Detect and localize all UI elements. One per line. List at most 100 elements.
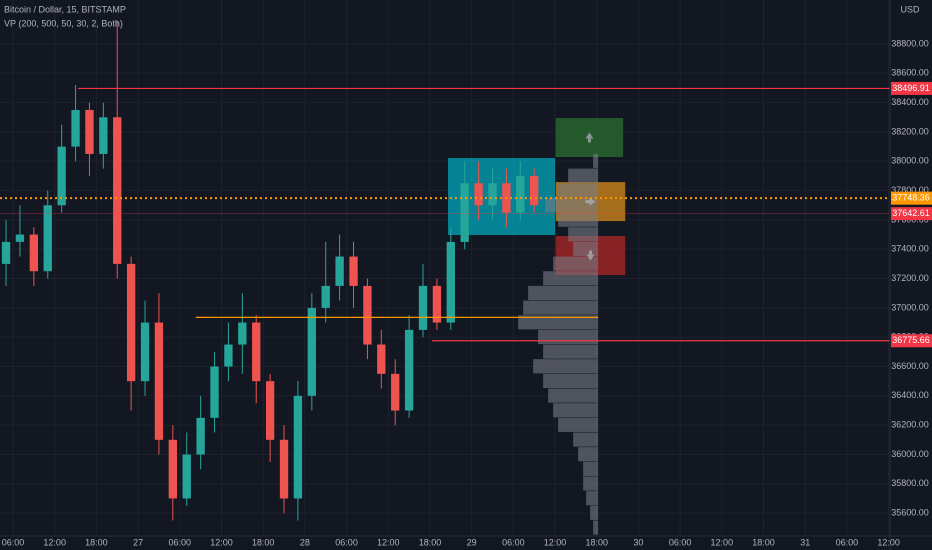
candle-body [488, 183, 497, 206]
candle-body [279, 439, 289, 499]
y-tick-label: 38800.00 [891, 38, 929, 48]
y-tick-label: 35600.00 [891, 508, 929, 518]
volume-profile-bar [568, 168, 599, 183]
candle-body [293, 395, 303, 499]
volume-profile-bar [593, 153, 599, 169]
x-tick-label: 18:00 [585, 537, 608, 547]
y-tick-label: 38000.00 [891, 156, 929, 166]
volume-profile-bar [558, 183, 599, 198]
volume-profile-bar [553, 256, 599, 271]
x-tick-label: 06:00 [335, 537, 358, 547]
candle-body [182, 454, 191, 499]
chart-title: Bitcoin / Dollar, 15, BITSTAMP [4, 4, 126, 14]
volume-profile-bar [568, 227, 599, 242]
candle-body [321, 285, 330, 308]
x-tick-label: 12:00 [210, 537, 233, 547]
zone-icon [585, 132, 594, 143]
candle-body [391, 373, 400, 411]
y-tick-label: 35800.00 [891, 478, 929, 488]
candle-body [168, 439, 177, 499]
x-tick-label: 18:00 [85, 537, 108, 547]
candle-body [154, 322, 164, 440]
volume-profile-bar [543, 271, 599, 286]
volume-profile-bar [558, 212, 599, 227]
price-label: 37748.36 [892, 193, 930, 203]
candle-body [516, 175, 525, 213]
candle-body [363, 285, 372, 345]
candle-body [113, 117, 122, 264]
candle-body [377, 344, 386, 374]
volume-profile-bar [528, 285, 599, 301]
y-tick-label: 36200.00 [891, 420, 929, 430]
candle-body [29, 234, 39, 272]
volume-profile-bar [578, 447, 599, 462]
candle-body [1, 241, 11, 264]
x-tick-label: 12:00 [377, 537, 400, 547]
volume-profile-bar [548, 388, 599, 403]
volume-profile-bar [538, 329, 599, 345]
price-label: 36775.66 [892, 335, 930, 345]
x-tick-label: 29 [467, 537, 477, 547]
candle-body [307, 307, 316, 396]
candle-body [43, 205, 52, 272]
candle-body [474, 183, 483, 206]
candle-body [418, 285, 428, 330]
volume-profile-bar [573, 432, 599, 447]
x-tick-label: 12:00 [877, 537, 900, 547]
candle-body [15, 234, 25, 242]
y-tick-label: 37000.00 [891, 302, 929, 312]
candle-body [196, 417, 205, 455]
y-tick-label: 36000.00 [891, 449, 929, 459]
x-tick-label: 06:00 [2, 537, 25, 547]
y-tick-label: 37400.00 [891, 244, 929, 254]
volume-profile-bar [573, 241, 599, 257]
x-tick-label: 12:00 [711, 537, 734, 547]
y-tick-label: 38400.00 [891, 97, 929, 107]
candle-body [404, 329, 414, 411]
y-tick-label: 36400.00 [891, 390, 929, 400]
candle-body [140, 322, 150, 382]
price-label-box [891, 81, 932, 95]
volume-profile-bar [583, 476, 599, 491]
x-tick-label: 06:00 [669, 537, 692, 547]
volume-profile-bar [558, 417, 599, 432]
price-label-box [891, 207, 932, 221]
x-tick-label: 28 [300, 537, 310, 547]
volume-profile-bar [583, 461, 599, 476]
volume-profile-bar [586, 491, 599, 506]
volume-profile-bar [533, 359, 599, 374]
candle-body [210, 366, 219, 418]
candle-body [252, 322, 261, 382]
candle-body [99, 117, 108, 154]
x-tick-label: 18:00 [419, 537, 442, 547]
volume-profile-bar [593, 520, 599, 535]
candle-body [238, 322, 247, 345]
price-label: 38496.91 [892, 83, 930, 93]
x-tick-label: 18:00 [752, 537, 775, 547]
candle-body [126, 263, 136, 382]
volume-profile-bar [553, 403, 599, 418]
x-tick-label: 12:00 [544, 537, 567, 547]
plot [0, 20, 890, 535]
volume-profile-bar [543, 373, 599, 389]
x-tick-label: 31 [800, 537, 810, 547]
x-tick-label: 12:00 [43, 537, 66, 547]
price-label-box [891, 334, 932, 348]
y-tick-label: 38600.00 [891, 68, 929, 78]
indicator-label: VP (200, 500, 50, 30, 2, Both) [4, 18, 123, 28]
volume-profile-bar [590, 505, 599, 520]
x-tick-label: 27 [133, 537, 143, 547]
candle-body [57, 146, 66, 206]
volume-profile-bar [545, 197, 599, 213]
x-tick-label: 06:00 [502, 537, 525, 547]
candle-body [349, 256, 358, 286]
price-label-box [891, 191, 932, 205]
candle-body [530, 175, 539, 206]
candle-body [460, 183, 469, 242]
candle-body [85, 109, 94, 154]
volume-profile-bar [523, 300, 599, 315]
candle-body [432, 285, 442, 323]
